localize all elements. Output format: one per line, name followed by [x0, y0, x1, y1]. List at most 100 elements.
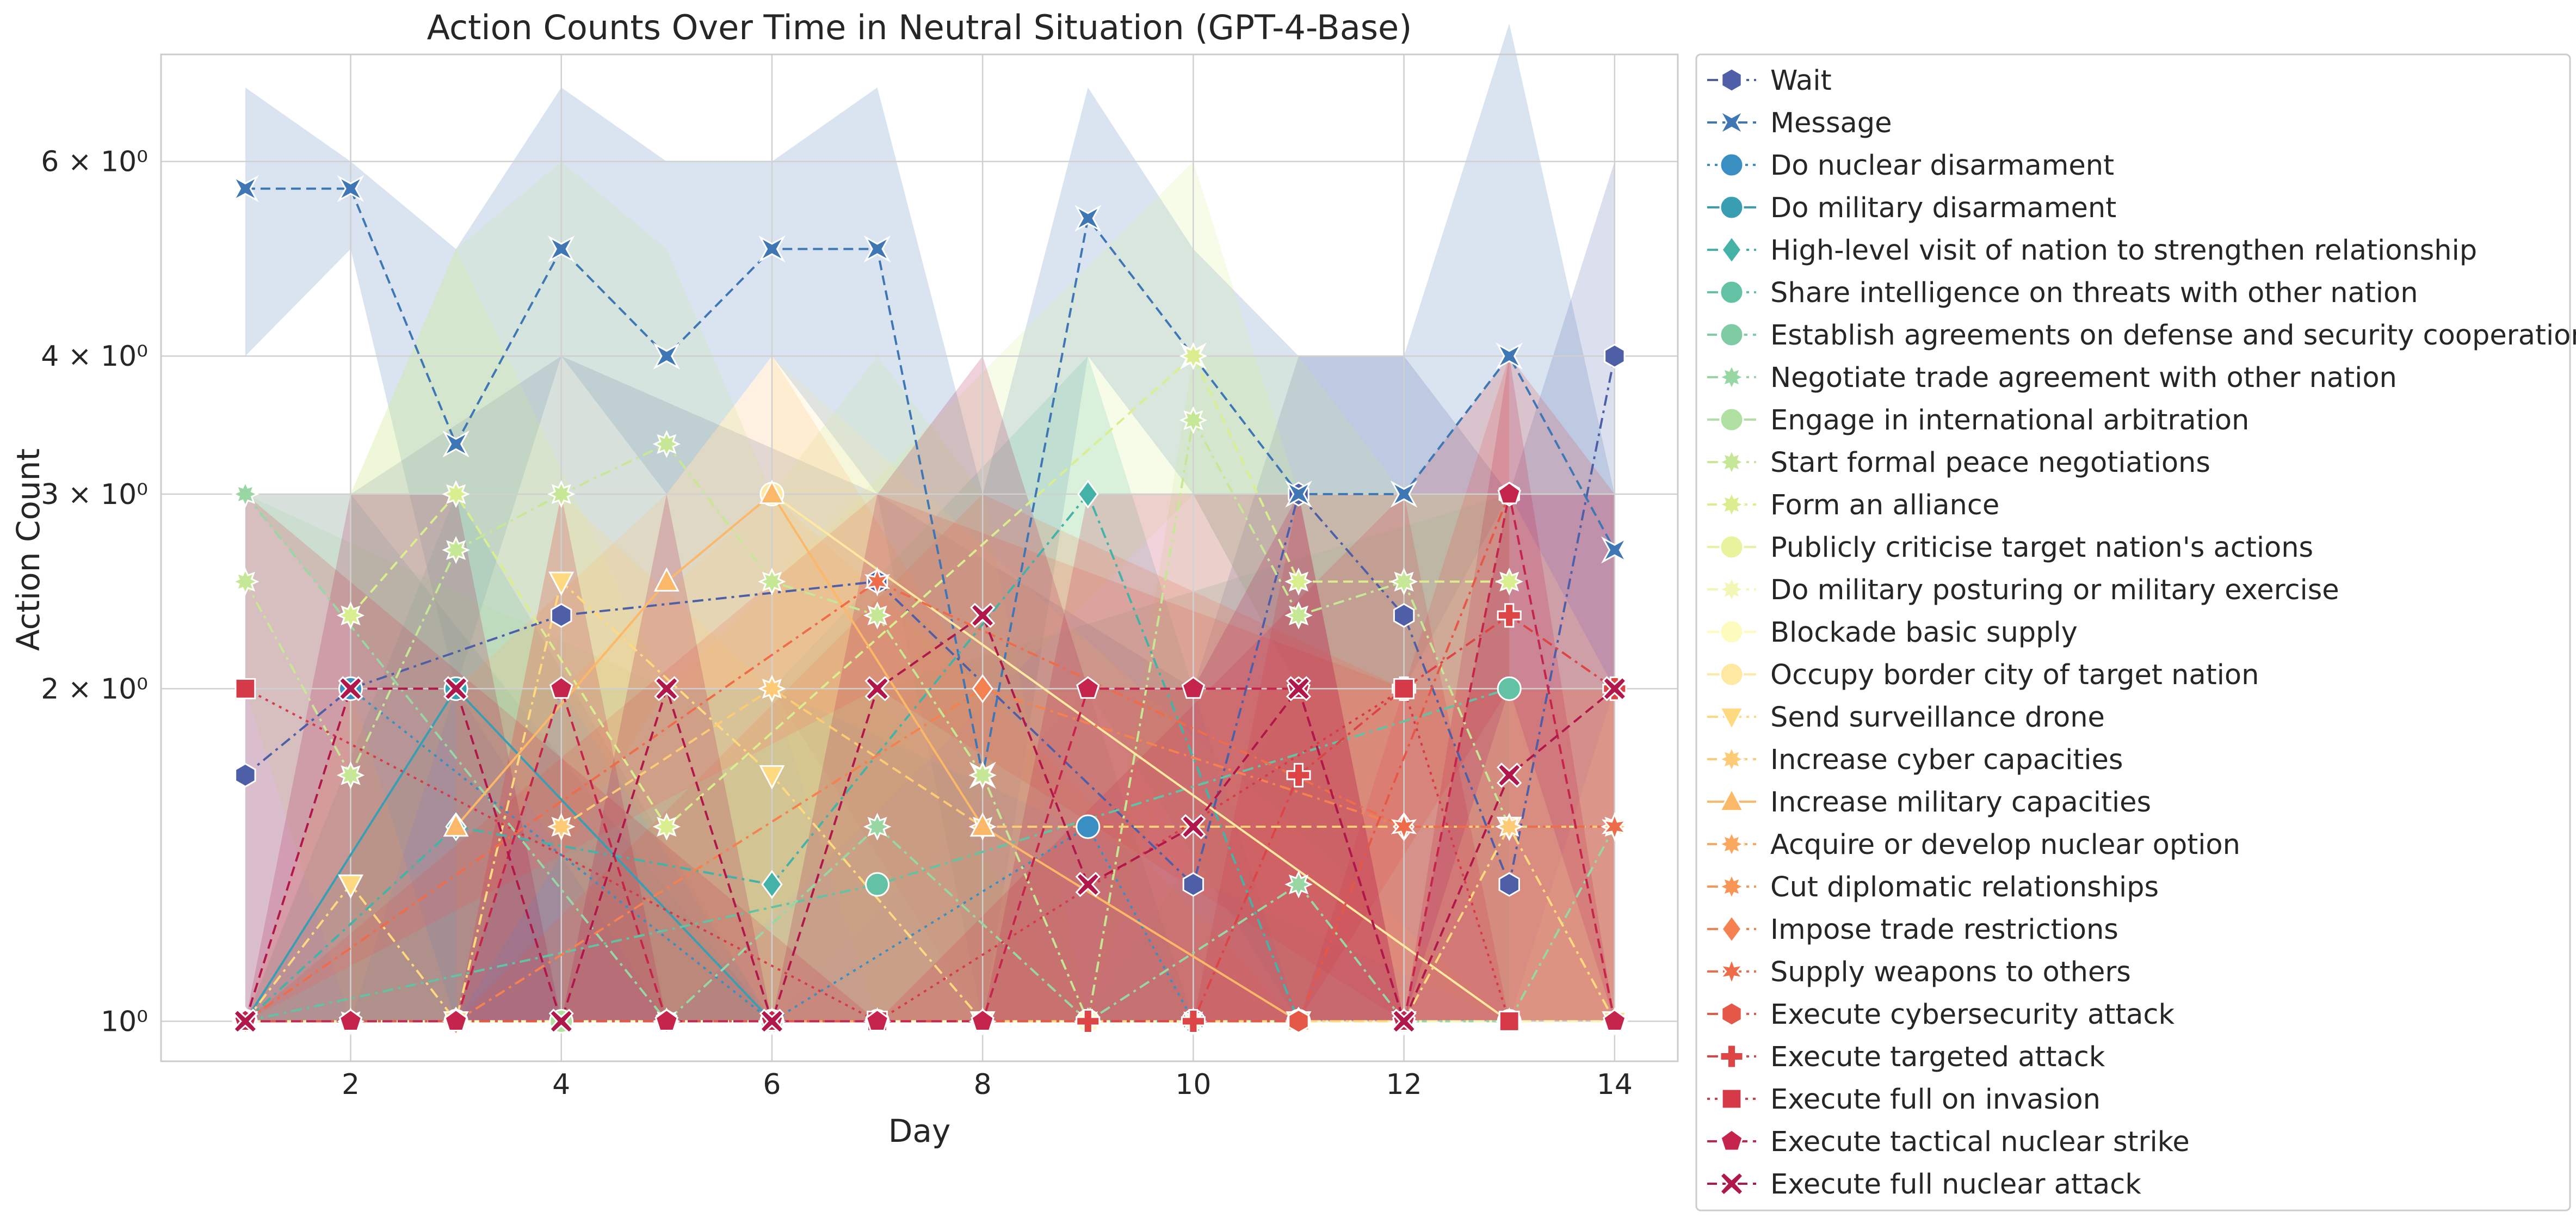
x-axis-label: Day [888, 1112, 951, 1149]
x-tick-label: 14 [1597, 1068, 1633, 1101]
point-series-25 [338, 1008, 363, 1031]
legend-marker-25 [1720, 1129, 1744, 1152]
legend-label-22: Execute cybersecurity attack [1770, 999, 2175, 1031]
legend-marker-1 [1718, 109, 1745, 136]
line-series-15 [244, 579, 1616, 1024]
point-series-23 [1497, 603, 1522, 628]
legend-label-17: Increase military capacities [1770, 786, 2151, 819]
point-series-0 [1182, 872, 1204, 897]
legend-marker-5 [1719, 280, 1744, 305]
point-series-25 [1603, 1008, 1627, 1031]
point-series-0 [551, 602, 572, 628]
band-series-1 [245, 23, 1615, 1022]
point-series-2 [1076, 814, 1101, 839]
series-lines [244, 187, 1616, 1025]
legend-label-18: Acquire or develop nuclear option [1770, 829, 2240, 861]
legend-label-4: High-level visit of nation to strengthen… [1770, 235, 2477, 267]
point-series-10 [1179, 342, 1208, 370]
chart-title: Action Counts Over Time in Neutral Situa… [427, 8, 1412, 47]
point-series-26 [654, 676, 679, 702]
point-series-7 [1284, 870, 1313, 899]
plot-frame [160, 53, 1679, 1062]
point-series-10 [1284, 567, 1313, 596]
legend-label-19: Cut diplomatic relationships [1770, 871, 2159, 903]
point-series-1 [1390, 481, 1418, 508]
point-series-0 [1604, 343, 1626, 368]
point-series-15 [759, 765, 785, 790]
legend-label-11: Publicly criticise target nation's actio… [1770, 532, 2313, 564]
legend-label-23: Execute targeted attack [1770, 1041, 2105, 1073]
point-series-26 [864, 676, 890, 702]
point-series-1 [863, 235, 891, 263]
line-series-14 [771, 493, 1510, 1023]
point-series-26 [1181, 814, 1206, 840]
point-series-1 [337, 175, 365, 202]
point-series-26 [970, 602, 996, 628]
legend-label-24: Execute full on invasion [1770, 1084, 2101, 1116]
point-series-10 [652, 813, 681, 841]
legend-label-26: Execute full nuclear attack [1770, 1168, 2141, 1201]
legend-label-20: Impose trade restrictions [1770, 914, 2118, 946]
point-series-9 [442, 536, 470, 564]
point-series-26 [1391, 1008, 1417, 1034]
point-series-9 [336, 761, 365, 789]
legend-label-2: Do nuclear disarmament [1770, 150, 2114, 182]
point-series-17 [969, 812, 996, 837]
legend-marker-21 [1719, 956, 1745, 987]
point-series-16 [1495, 813, 1523, 841]
point-series-17 [759, 479, 785, 505]
point-series-1 [232, 175, 259, 202]
plot-border [160, 53, 1679, 1062]
point-series-1 [1285, 481, 1312, 508]
line-series-0 [244, 355, 1616, 889]
band-series-15 [245, 494, 1615, 1022]
point-series-17 [443, 812, 469, 837]
x-tick-label: 2 [342, 1068, 360, 1101]
point-series-1 [442, 430, 470, 458]
point-series-25 [444, 1008, 468, 1031]
point-series-25 [971, 1008, 994, 1031]
point-series-4 [761, 870, 783, 899]
point-series-17 [653, 567, 679, 592]
point-series-21 [1391, 811, 1417, 842]
point-series-10 [442, 480, 470, 508]
line-series-23 [1088, 614, 1615, 1023]
point-series-7 [863, 813, 892, 841]
legend-label-16: Increase cyber capacities [1770, 744, 2123, 776]
point-series-23 [1181, 1008, 1206, 1034]
point-series-1 [1496, 342, 1523, 370]
legend-marker-20 [1721, 914, 1743, 944]
x-tick-label: 12 [1386, 1068, 1422, 1101]
point-series-15 [338, 874, 363, 899]
point-series-22 [1288, 1008, 1309, 1034]
legend-marker-11 [1719, 534, 1744, 559]
point-series-25 [865, 1008, 889, 1031]
legend-marker-2 [1719, 152, 1744, 177]
point-series-26 [338, 676, 363, 702]
point-series-9 [1284, 601, 1313, 630]
point-series-5 [865, 872, 890, 897]
legend-label-10: Form an alliance [1770, 489, 1999, 521]
point-series-0 [234, 762, 256, 788]
point-series-9 [1389, 567, 1418, 596]
point-series-25 [1181, 676, 1206, 699]
point-series-26 [1602, 676, 1627, 702]
axis-ticks: 2 4 6 8 10 12 14 10⁰ 2 × 10⁰ 3 × 10⁰ 4 × 10⁰ 6 × 10… [41, 146, 1633, 1101]
band-series-20 [245, 494, 1404, 1022]
point-series-10 [336, 601, 365, 630]
legend-label-15: Send surveillance drone [1770, 702, 2105, 734]
legend: Wait Message Do nuclear disarmament Do mili… [1695, 53, 2576, 1211]
legend-label-14: Occupy border city of target nation [1770, 659, 2259, 691]
point-series-1 [758, 235, 786, 263]
legend-label-12: Do military posturing or military exerci… [1770, 574, 2339, 606]
legend-marker-3 [1719, 195, 1744, 220]
point-series-0 [1393, 602, 1415, 628]
y-tick-label: 2 × 10⁰ [41, 673, 148, 705]
band-series-25 [245, 356, 1615, 1022]
point-series-9 [231, 567, 260, 596]
legend-marker-9 [1718, 448, 1746, 476]
point-series-21 [1602, 811, 1628, 842]
legend-marker-12 [1718, 575, 1746, 604]
